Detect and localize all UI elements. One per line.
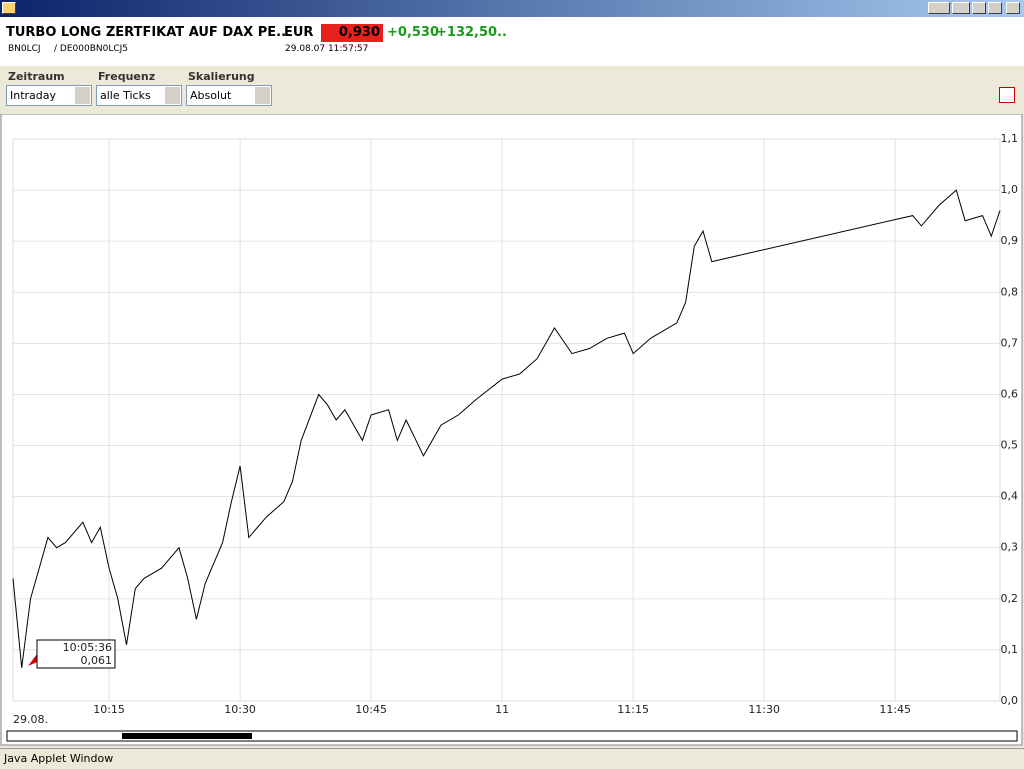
tool-button[interactable] <box>952 2 970 14</box>
dropdown-value: alle Ticks <box>100 89 151 102</box>
date-label: 29.08. <box>13 713 48 726</box>
tooltip-pointer <box>28 654 37 666</box>
y-tick-label: 0,8 <box>1001 285 1019 298</box>
y-tick-label: 0,3 <box>1001 541 1019 554</box>
instrument-name: TURBO LONG ZERTFIKAT AUF DAX PE.. <box>6 25 287 40</box>
dropdown-arrow <box>75 87 90 104</box>
tooltip <box>36 639 116 669</box>
dropdown-value: Intraday <box>10 89 57 102</box>
app-icon <box>2 2 16 14</box>
control-label: Frequenz <box>98 70 156 83</box>
scrollbar[interactable] <box>6 730 1018 742</box>
x-tick-label: 11:30 <box>748 703 780 716</box>
price-line <box>12 189 1001 668</box>
y-tick-label: 0,7 <box>1001 336 1019 349</box>
y-tick-label: 0,2 <box>1001 592 1019 605</box>
dropdown[interactable]: Absolut <box>186 85 272 106</box>
isin: / DE000BN0LCJ5 <box>54 44 128 54</box>
y-tick-label: 1,0 <box>1001 183 1019 196</box>
dropdown-arrow <box>165 87 180 104</box>
tooltip-value: 0,061 <box>81 654 113 667</box>
control-label: Zeitraum <box>8 70 65 83</box>
x-tick-label: 11 <box>495 703 509 716</box>
timestamp: 29.08.07 11:57:57 <box>285 44 369 54</box>
detach-button[interactable] <box>999 87 1015 103</box>
status-bar: Java Applet Window <box>0 748 1024 768</box>
y-tick-label: 0,4 <box>1001 490 1019 503</box>
y-tick-label: 0,9 <box>1001 234 1019 247</box>
price: 0,930 <box>321 24 383 42</box>
y-tick-label: 1,1 <box>1001 132 1019 145</box>
y-tick-label: 0,0 <box>1001 694 1019 707</box>
scrollbar-thumb[interactable] <box>122 733 252 739</box>
close-button[interactable] <box>1006 2 1020 14</box>
dropdown[interactable]: alle Ticks <box>96 85 182 106</box>
x-tick-label: 11:45 <box>879 703 911 716</box>
dropdown[interactable]: Intraday <box>6 85 92 106</box>
dropdown-value: Absolut <box>190 89 232 102</box>
tool-button[interactable] <box>928 2 950 14</box>
dropdown-arrow <box>255 87 270 104</box>
chart: 29.08. 0,0 0,1 0,2 0,3 0,4 0,5 0,6 0,7 0,8 0,9 1,0… <box>0 114 1023 746</box>
x-tick-label: 11:15 <box>617 703 649 716</box>
x-tick-label: 10:30 <box>224 703 256 716</box>
y-tick-label: 0,1 <box>1001 643 1019 656</box>
maximize-button[interactable] <box>988 2 1002 14</box>
header: TURBO LONG ZERTFIKAT AUF DAX PE.. EUR 0,… <box>0 17 1024 66</box>
minimize-button[interactable] <box>972 2 986 14</box>
control-label: Skalierung <box>188 70 255 83</box>
change-percent: +132,50.. <box>436 25 507 40</box>
tooltip-time: 10:05:36 <box>63 641 112 654</box>
controls: Zeitraum Intraday Frequenz alle Ticks Sk… <box>0 66 1024 112</box>
title-bar <box>0 0 1024 17</box>
x-tick-label: 10:45 <box>355 703 387 716</box>
x-tick-label: 10:15 <box>93 703 125 716</box>
y-tick-label: 0,5 <box>1001 439 1019 452</box>
y-tick-label: 0,6 <box>1001 387 1019 400</box>
chart-panel <box>0 114 1023 746</box>
change: +0,530 <box>387 25 440 40</box>
currency: EUR <box>284 25 314 40</box>
symbol: BN0LCJ <box>8 44 41 54</box>
